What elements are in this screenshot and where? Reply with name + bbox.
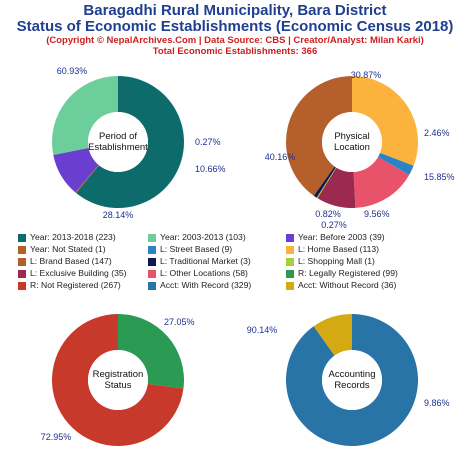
donut-hole xyxy=(88,112,148,172)
percent-label: 72.95% xyxy=(41,432,72,442)
legend-swatch xyxy=(286,233,294,242)
legend-swatch xyxy=(148,257,156,266)
slice-year-before-2003 xyxy=(53,147,99,193)
percent-label: 2.46% xyxy=(424,128,450,138)
slice-l-shopping-mall xyxy=(316,167,337,199)
slice-l-brand-based xyxy=(286,76,352,196)
slice-r-legally-registered xyxy=(118,314,184,389)
legend-item: L: Other Locations (58) xyxy=(148,268,286,279)
center-label: Location xyxy=(334,142,370,153)
legend-label: L: Exclusive Building (35) xyxy=(30,268,127,278)
slice-l-home-based xyxy=(352,76,418,166)
donut-hole xyxy=(88,350,148,410)
legend-swatch xyxy=(18,257,26,266)
percent-label: 90.14% xyxy=(247,325,278,335)
legend-item: L: Brand Based (147) xyxy=(18,256,148,267)
legend-label: R: Not Registered (267) xyxy=(30,280,121,290)
donut-chart-2: 30.87% 2.46% 15.85% 9.56% 0.27%0.82% 40.16% Ph… xyxy=(265,70,455,230)
slice-year-not-stated xyxy=(75,164,99,194)
legend-swatch xyxy=(148,269,156,278)
slice-l-traditional-market xyxy=(313,166,336,198)
legend-item: Year: Before 2003 (39) xyxy=(286,232,456,243)
legend-label: Year: 2003-2013 (103) xyxy=(160,232,246,242)
percent-label: 9.56% xyxy=(364,209,390,219)
percent-label: 0.27% xyxy=(195,137,221,147)
donut-hole xyxy=(322,350,382,410)
center-label: Physical xyxy=(334,131,369,142)
legend-label: L: Traditional Market (3) xyxy=(160,256,251,266)
percent-label: 0.27% xyxy=(321,220,347,230)
legend-item: L: Traditional Market (3) xyxy=(148,256,286,267)
slice-acct-with-record xyxy=(285,314,418,446)
donut-chart-1: 60.93% 0.27% 10.66% 28.14% Period ofEstablis… xyxy=(52,66,226,220)
slice-l-other-locations xyxy=(353,157,410,208)
percent-label: 9.86% xyxy=(424,398,450,408)
percent-label: 40.16% xyxy=(265,152,296,162)
legend-swatch xyxy=(148,281,156,290)
legend-label: Year: Not Stated (1) xyxy=(30,244,106,254)
legend-swatch xyxy=(286,257,294,266)
legend-label: Acct: With Record (329) xyxy=(160,280,252,290)
legend-item: R: Legally Registered (99) xyxy=(286,268,456,279)
slice-r-not-registered xyxy=(51,314,184,447)
legend-label: L: Other Locations (58) xyxy=(160,268,248,278)
chart-header: Baragadhi Rural Municipality, Bara Distr… xyxy=(0,2,470,58)
percent-label: 15.85% xyxy=(424,172,455,182)
slice-l-exclusive-building xyxy=(317,167,356,208)
center-label: Establishment xyxy=(88,142,148,153)
legend-label: Year: 2013-2018 (223) xyxy=(30,232,116,242)
slice-l-street-based xyxy=(377,152,414,175)
legend-swatch xyxy=(286,269,294,278)
total-line: Total Economic Establishments: 366 xyxy=(152,46,318,57)
legend-swatch xyxy=(18,245,26,254)
percent-label: 10.66% xyxy=(195,164,226,174)
percent-label: 30.87% xyxy=(351,70,382,80)
legend-item: Acct: Without Record (36) xyxy=(286,280,456,291)
legend-swatch xyxy=(18,233,26,242)
center-label: Period of xyxy=(99,131,137,142)
percent-label: 27.05% xyxy=(164,317,195,327)
center-label: Accounting xyxy=(328,369,375,380)
legend-label: Acct: Without Record (36) xyxy=(298,280,397,290)
legend-item: Year: 2013-2018 (223) xyxy=(18,232,148,243)
slice-acct-without-record xyxy=(313,314,352,356)
center-label: Registration xyxy=(93,369,144,380)
center-label: Records xyxy=(334,380,370,391)
percent-label: 28.14% xyxy=(103,210,134,220)
legend-item: L: Exclusive Building (35) xyxy=(18,268,148,279)
legend-item: Acct: With Record (329) xyxy=(148,280,286,291)
percent-label: 60.93% xyxy=(57,66,88,76)
legend-item: Year: Not Stated (1) xyxy=(18,244,148,255)
donut-hole xyxy=(322,112,382,172)
legend-swatch xyxy=(18,269,26,278)
legend-item: Year: 2003-2013 (103) xyxy=(148,232,286,243)
legend-swatch xyxy=(148,245,156,254)
legend-item: L: Street Based (9) xyxy=(148,244,286,255)
legend: Year: 2013-2018 (223) Year: 2003-2013 (10… xyxy=(18,232,470,291)
legend-item: L: Shopping Mall (1) xyxy=(286,256,456,267)
slice-year-2013-2018 xyxy=(76,76,185,208)
legend-swatch xyxy=(286,245,294,254)
legend-item: R: Not Registered (267) xyxy=(18,280,148,291)
legend-swatch xyxy=(18,281,26,290)
legend-label: R: Legally Registered (99) xyxy=(298,268,398,278)
legend-label: L: Shopping Mall (1) xyxy=(298,256,375,266)
chart-subtitle: Status of Economic Establishments (Econo… xyxy=(16,18,454,35)
legend-label: Year: Before 2003 (39) xyxy=(298,232,385,242)
slice-year-2003-2013 xyxy=(52,76,118,155)
legend-swatch xyxy=(148,233,156,242)
center-label: Status xyxy=(105,380,132,391)
legend-label: L: Brand Based (147) xyxy=(30,256,112,266)
legend-label: L: Home Based (113) xyxy=(298,244,380,254)
legend-item: L: Home Based (113) xyxy=(286,244,456,255)
chart-title: Baragadhi Rural Municipality, Bara Distr… xyxy=(83,2,387,19)
legend-label: L: Street Based (9) xyxy=(160,244,233,254)
legend-swatch xyxy=(286,281,294,290)
percent-label: 0.82% xyxy=(315,209,341,219)
copyright-line: (Copyright © NepalArchives.Com | Data So… xyxy=(46,35,424,46)
